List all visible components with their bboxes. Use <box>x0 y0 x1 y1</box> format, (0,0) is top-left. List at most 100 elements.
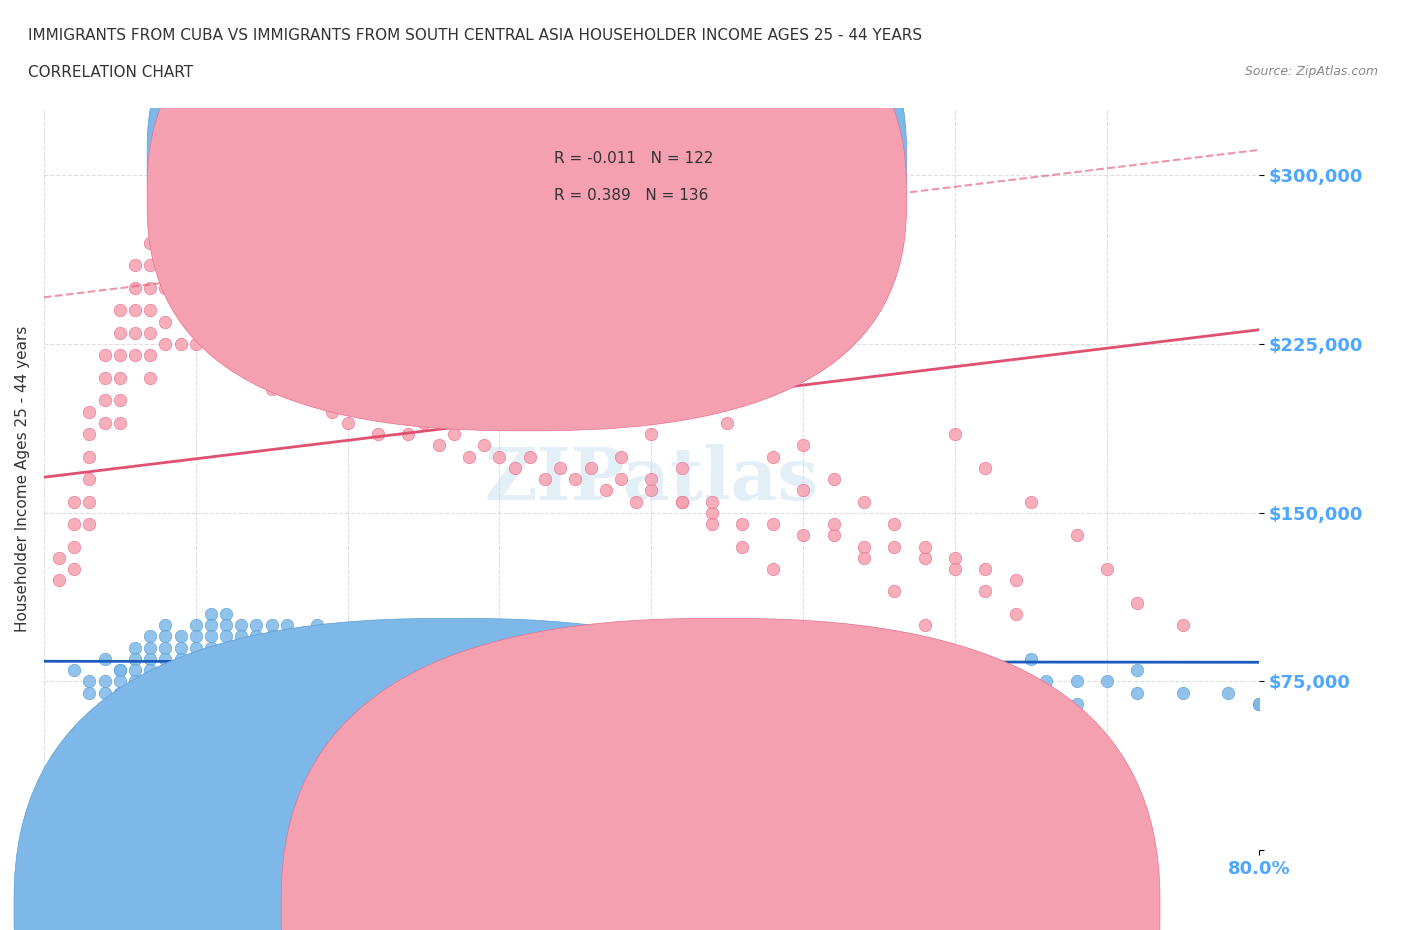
Point <box>231 618 253 632</box>
Point <box>943 685 966 700</box>
Point <box>367 392 389 407</box>
Point <box>124 685 146 700</box>
Text: IMMIGRANTS FROM CUBA VS IMMIGRANTS FROM SOUTH CENTRAL ASIA HOUSEHOLDER INCOME AG: IMMIGRANTS FROM CUBA VS IMMIGRANTS FROM … <box>28 28 922 43</box>
Point <box>883 516 905 531</box>
Point <box>139 640 162 655</box>
FancyBboxPatch shape <box>481 123 894 242</box>
Point <box>1247 697 1270 711</box>
Point <box>155 663 177 678</box>
Point <box>155 640 177 655</box>
Point <box>823 663 845 678</box>
Point <box>488 449 510 464</box>
Point <box>731 516 754 531</box>
Point <box>139 685 162 700</box>
Point <box>215 629 238 644</box>
Point <box>671 494 693 509</box>
Point <box>139 697 162 711</box>
Point <box>564 652 586 667</box>
Point <box>79 405 101 419</box>
Text: Immigrants from Cuba: Immigrants from Cuba <box>478 901 634 916</box>
Point <box>1066 674 1088 689</box>
Point <box>79 494 101 509</box>
Point <box>124 258 146 272</box>
Point <box>1035 674 1057 689</box>
Point <box>108 416 131 431</box>
Point <box>671 652 693 667</box>
Point <box>124 303 146 318</box>
Point <box>108 685 131 700</box>
Point <box>1095 562 1118 577</box>
Point <box>503 460 526 475</box>
Point <box>336 652 359 667</box>
Point <box>534 472 557 486</box>
Point <box>108 674 131 689</box>
Point <box>1019 652 1042 667</box>
Point <box>184 337 207 352</box>
Point <box>974 674 997 689</box>
Point <box>1004 674 1026 689</box>
Point <box>762 562 785 577</box>
Point <box>700 516 723 531</box>
Point <box>1171 618 1194 632</box>
Point <box>503 652 526 667</box>
Point <box>883 584 905 599</box>
Point <box>108 326 131 340</box>
Point <box>792 528 814 543</box>
Point <box>412 416 434 431</box>
Point <box>48 551 70 565</box>
Point <box>124 281 146 296</box>
Point <box>124 326 146 340</box>
Point <box>412 640 434 655</box>
Point <box>215 606 238 621</box>
Point <box>169 303 191 318</box>
Point <box>382 640 405 655</box>
Point <box>291 337 314 352</box>
Point <box>488 640 510 655</box>
Point <box>184 618 207 632</box>
Point <box>108 392 131 407</box>
Point <box>671 460 693 475</box>
Point <box>93 370 115 385</box>
Point <box>108 708 131 723</box>
Point <box>700 505 723 520</box>
Point <box>974 460 997 475</box>
Point <box>260 314 283 329</box>
Point <box>914 551 936 565</box>
Point <box>307 392 329 407</box>
Point <box>63 539 86 554</box>
Point <box>762 516 785 531</box>
Point <box>245 326 267 340</box>
Point <box>1126 663 1149 678</box>
Point <box>307 618 329 632</box>
Point <box>640 652 662 667</box>
Point <box>231 640 253 655</box>
Point <box>792 719 814 734</box>
Point <box>534 652 557 667</box>
Point <box>519 449 541 464</box>
Point <box>412 652 434 667</box>
Point <box>792 483 814 498</box>
Point <box>458 449 481 464</box>
Point <box>79 685 101 700</box>
Point <box>307 640 329 655</box>
Point <box>762 449 785 464</box>
Point <box>155 652 177 667</box>
Point <box>367 640 389 655</box>
Point <box>868 674 890 689</box>
Point <box>124 348 146 363</box>
Point <box>276 618 298 632</box>
Point <box>472 438 495 453</box>
Point <box>1004 606 1026 621</box>
Point <box>139 258 162 272</box>
Point <box>823 730 845 745</box>
Point <box>336 381 359 396</box>
Point <box>155 618 177 632</box>
Point <box>93 416 115 431</box>
Point <box>184 629 207 644</box>
Point <box>260 618 283 632</box>
Point <box>700 494 723 509</box>
Point <box>291 629 314 644</box>
Point <box>108 663 131 678</box>
Point <box>458 640 481 655</box>
Point <box>686 663 709 678</box>
